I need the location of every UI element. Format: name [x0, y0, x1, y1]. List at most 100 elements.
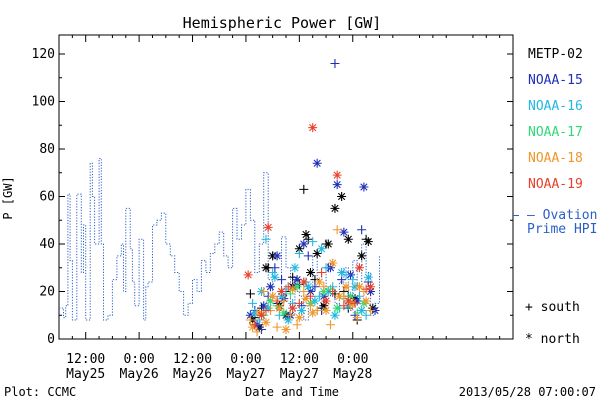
y-tick-label: 0 [47, 332, 55, 347]
plot-credit: Plot: CCMC [4, 385, 76, 399]
north-marker [303, 282, 313, 292]
north-marker [363, 237, 373, 247]
north-marker [332, 303, 342, 313]
north-marker [305, 287, 315, 296]
north-marker [308, 123, 318, 133]
north-marker [363, 272, 373, 282]
north-marker [310, 296, 320, 306]
legend-entry-noaa-17: NOAA-17 [528, 125, 583, 140]
north-marker [361, 296, 371, 306]
north-marker [317, 244, 327, 254]
south-marker [252, 327, 262, 337]
north-marker [341, 282, 351, 292]
south-marker [321, 263, 331, 273]
north-marker [343, 296, 353, 306]
north-marker [357, 251, 367, 261]
south-marker [357, 225, 367, 235]
north-marker [308, 308, 318, 318]
north-marker [354, 282, 364, 292]
legend-ovation-line1: – Ovation [527, 208, 597, 223]
chart-title: Hemispheric Power [GW] [183, 14, 382, 32]
north-marker [319, 287, 329, 296]
north-marker [328, 258, 338, 268]
legend-entry-noaa-19: NOAA-19 [528, 177, 583, 192]
north-marker [314, 277, 324, 287]
north-marker [352, 296, 362, 306]
north-marker [265, 296, 275, 306]
series-noaa-18-south [245, 225, 376, 337]
north-marker [354, 263, 364, 273]
north-marker [334, 291, 344, 301]
south-marker [272, 322, 282, 332]
south-marker [288, 272, 298, 282]
north-marker [288, 303, 298, 313]
north-marker [243, 270, 253, 280]
north-marker [279, 308, 289, 318]
south-marker [350, 298, 360, 308]
south-marker [359, 287, 369, 296]
x-tick-date-label: May26 [120, 367, 159, 382]
south-marker [308, 237, 318, 247]
south-marker [259, 287, 269, 296]
y-tick-label: 20 [39, 285, 55, 300]
north-marker [321, 296, 331, 306]
south-marker [294, 298, 304, 308]
plot-timestamp: 2013/05/28 07:00:07 [459, 385, 596, 399]
north-marker [299, 277, 309, 287]
north-marker [305, 268, 315, 277]
north-marker [283, 315, 293, 325]
x-tick-time-label: 0:00 [123, 352, 154, 367]
south-marker [277, 275, 287, 285]
north-marker [332, 180, 342, 190]
north-marker [294, 244, 304, 254]
north-marker [274, 303, 284, 313]
north-marker [319, 301, 329, 311]
south-marker [350, 310, 360, 320]
south-marker [361, 310, 371, 320]
north-marker [312, 158, 322, 168]
south-marker [261, 306, 271, 315]
south-marker [314, 291, 324, 301]
north-marker [332, 170, 342, 180]
north-marker [292, 275, 302, 285]
legend-south: + south [525, 300, 580, 315]
south-marker [299, 287, 309, 296]
north-marker [301, 294, 311, 304]
north-marker [292, 282, 302, 292]
north-marker [248, 322, 258, 332]
north-marker [281, 325, 291, 334]
south-marker [299, 184, 309, 194]
x-tick-date-label: May25 [66, 367, 105, 382]
south-marker [272, 296, 282, 306]
x-tick-time-label: 12:00 [173, 352, 212, 367]
north-marker [366, 287, 376, 296]
north-marker [290, 263, 300, 273]
south-marker [245, 289, 255, 299]
south-marker [341, 270, 351, 280]
south-marker [303, 251, 313, 261]
x-tick-time-label: 0:00 [337, 352, 368, 367]
legend-entry-noaa-16: NOAA-16 [528, 99, 583, 114]
north-marker [346, 291, 356, 301]
north-marker [270, 272, 280, 282]
south-marker [361, 284, 371, 294]
south-marker [339, 301, 349, 311]
north-marker [277, 291, 287, 301]
north-marker [257, 310, 267, 320]
x-tick-date-label: May27 [226, 367, 265, 382]
north-marker [321, 306, 331, 315]
south-marker [292, 320, 302, 330]
south-marker [348, 275, 358, 285]
north-marker [261, 263, 271, 273]
x-tick-time-label: 0:00 [230, 352, 261, 367]
north-marker [263, 303, 273, 313]
north-marker [245, 310, 255, 320]
y-tick-label: 80 [39, 142, 55, 157]
south-marker [285, 310, 295, 320]
legend-entry-metp-02: METP-02 [528, 47, 583, 62]
ovation-hpi-line [59, 158, 380, 321]
north-marker [299, 239, 309, 249]
south-marker [305, 301, 315, 311]
legend-ovation-line2: Prime HPI [527, 222, 597, 237]
x-tick-time-label: 12:00 [280, 352, 319, 367]
